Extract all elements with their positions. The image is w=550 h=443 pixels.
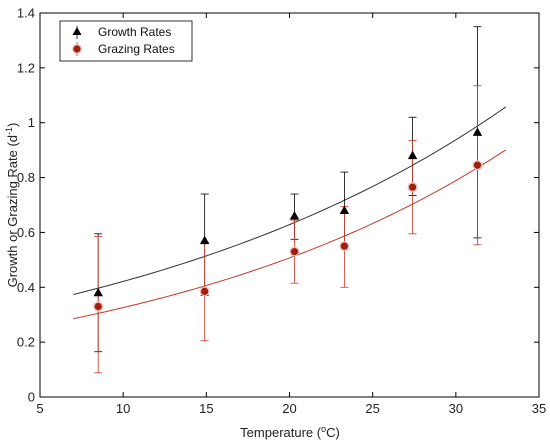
y-tick-label-7: 1.4 [17,6,35,21]
growth-point-3 [339,205,350,214]
x-tick-label-3: 20 [282,401,296,416]
y-axis-title: Growth or Grazing Rate (d-1) [4,123,20,288]
growth-fit-curve [73,106,507,295]
x-tick-label-6: 35 [532,401,546,416]
y-tick-label-6: 1.2 [17,60,35,75]
fit-curves [73,106,507,320]
data-markers [93,127,483,312]
y-tick-label-1: 0.2 [17,335,35,350]
legend-growth-marker [72,27,82,35]
legend: Growth Rates Grazing Rates [59,20,193,62]
x-tick-label-0: 5 [36,401,43,416]
growth-point-4 [407,150,418,160]
legend-box [59,20,193,62]
growth-point-1 [199,235,210,245]
y-tick-label-5: 1 [28,115,35,130]
x-tick-label-2: 15 [199,401,213,416]
growth-point-0 [93,287,103,297]
growth-point-5 [472,127,483,136]
legend-growth-label: Growth Rates [98,25,171,39]
grazing-point-1 [199,286,210,297]
grazing-point-2 [289,246,300,257]
x-tick-label-1: 10 [116,401,130,416]
plot-frame [39,12,540,398]
x-tick-label-4: 25 [365,401,379,416]
y-tick-label-0: 0 [28,390,35,405]
x-tick-label-5: 30 [449,401,463,416]
y-tick-label-2: 0.4 [17,280,35,295]
axis-ticks: 5 10 15 20 25 30 35 0 0.2 0.4 0.6 0.8 1 1.2 1.4 [17,6,546,417]
grazing-point-3 [339,241,350,252]
grazing-fit-curve [73,149,507,320]
growth-point-2 [289,210,300,220]
grazing-point-0 [93,301,104,312]
y-tick-label-3: 0.6 [17,225,35,240]
grazing-point-5 [472,160,483,171]
y-tick-label-4: 0.8 [17,170,35,185]
legend-grazing-marker [72,44,82,54]
legend-grazing-label: Grazing Rates [98,42,175,56]
error-bars [94,26,482,374]
grazing-point-4 [407,182,418,193]
x-axis-title: Temperature (oC) [240,424,340,440]
